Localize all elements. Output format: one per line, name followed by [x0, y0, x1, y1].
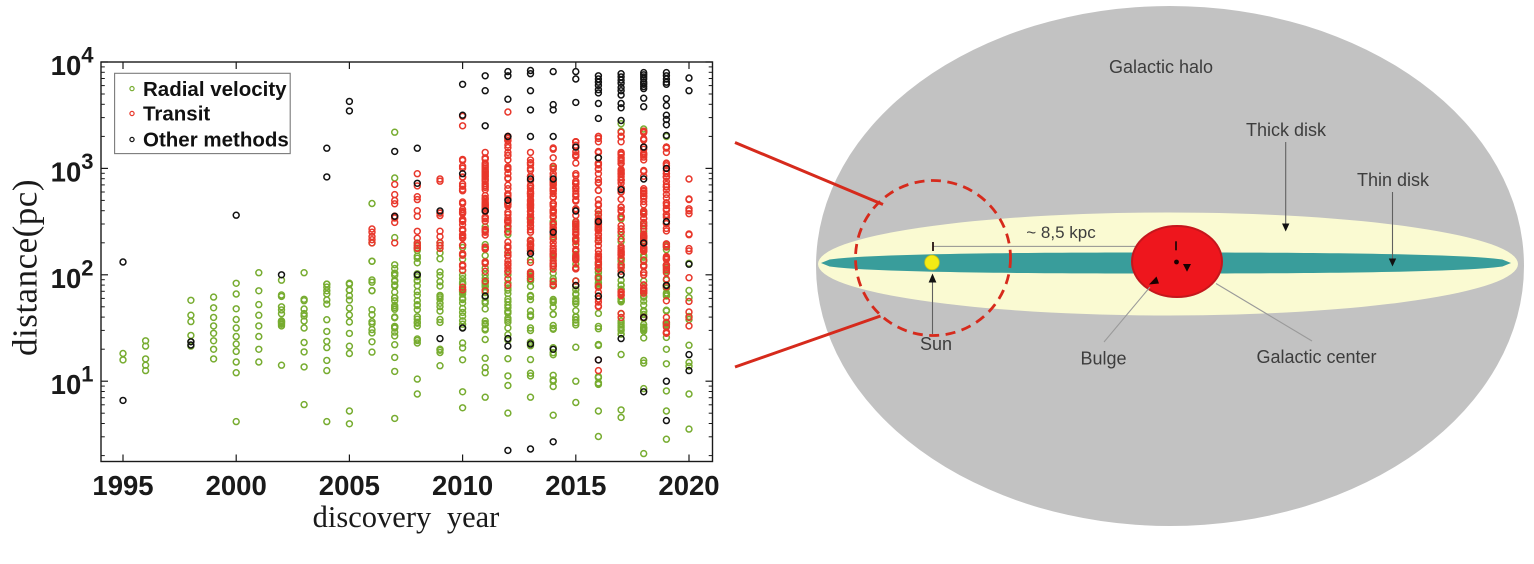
svg-text:Thick disk: Thick disk: [1246, 120, 1327, 140]
svg-text:~ 8,5 kpc: ~ 8,5 kpc: [1026, 223, 1096, 242]
svg-text:104: 104: [51, 43, 95, 82]
svg-text:Sun: Sun: [920, 334, 952, 354]
svg-text:2000: 2000: [206, 470, 267, 501]
svg-text:Thin disk: Thin disk: [1357, 170, 1430, 190]
svg-text:2010: 2010: [432, 470, 493, 501]
svg-text:Other methods: Other methods: [143, 129, 289, 152]
svg-text:distance(pc): distance(pc): [6, 179, 45, 356]
svg-text:2020: 2020: [658, 470, 719, 501]
svg-text:1995: 1995: [92, 470, 153, 501]
svg-text:Bulge: Bulge: [1080, 349, 1126, 369]
svg-text:102: 102: [51, 255, 94, 294]
svg-text:101: 101: [51, 362, 94, 401]
svg-text:discovery year: discovery year: [313, 500, 500, 534]
svg-text:103: 103: [51, 149, 94, 188]
svg-text:Radial velocity: Radial velocity: [143, 78, 287, 101]
svg-text:2015: 2015: [545, 470, 606, 501]
svg-text:Transit: Transit: [143, 103, 210, 126]
svg-text:2005: 2005: [319, 470, 380, 501]
svg-text:Galactic center: Galactic center: [1256, 347, 1376, 367]
svg-text:Galactic halo: Galactic halo: [1109, 57, 1213, 77]
